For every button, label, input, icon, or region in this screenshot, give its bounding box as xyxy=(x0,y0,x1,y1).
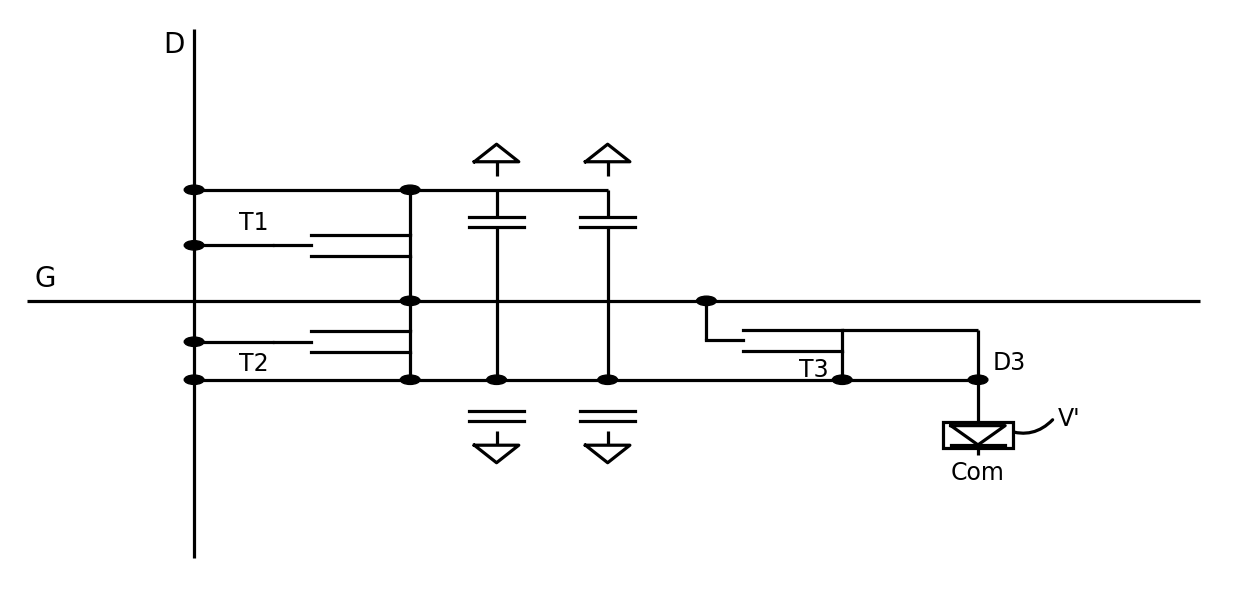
Circle shape xyxy=(968,375,988,385)
Text: T1: T1 xyxy=(238,211,268,235)
Circle shape xyxy=(697,296,717,306)
Circle shape xyxy=(832,375,852,385)
Text: V': V' xyxy=(1058,407,1081,431)
Circle shape xyxy=(185,185,205,195)
Text: Com: Com xyxy=(951,461,1004,485)
Circle shape xyxy=(185,375,205,385)
Text: D: D xyxy=(162,31,185,59)
Circle shape xyxy=(185,241,205,250)
Circle shape xyxy=(486,375,506,385)
Circle shape xyxy=(401,185,420,195)
Circle shape xyxy=(185,337,205,346)
Circle shape xyxy=(401,296,420,306)
Text: D3: D3 xyxy=(993,351,1025,375)
Circle shape xyxy=(598,375,618,385)
Text: T3: T3 xyxy=(799,358,828,382)
Text: G: G xyxy=(35,266,56,293)
Bar xyxy=(944,422,1013,448)
Text: T2: T2 xyxy=(238,352,268,376)
Circle shape xyxy=(401,375,420,385)
